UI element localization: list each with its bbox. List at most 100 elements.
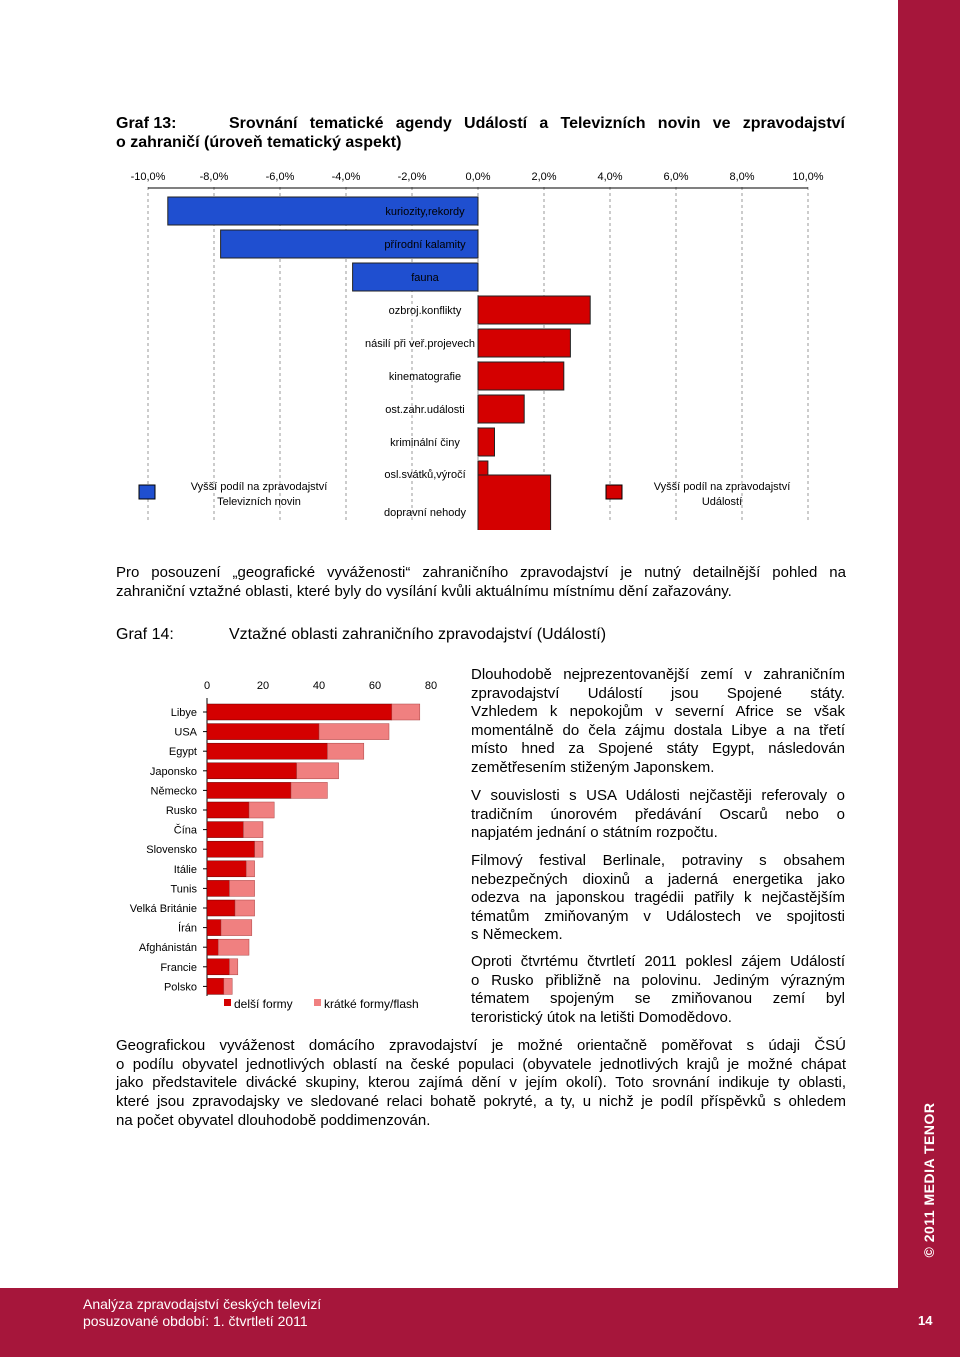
- side-text-line: Vzhledem k nepokojům v severní Africe se…: [471, 703, 845, 721]
- bar-short-forms: [254, 840, 264, 858]
- y-tick-label: Polsko: [164, 981, 197, 993]
- side-text-line: teroristický útok na letišti Domodědovo.: [471, 1008, 732, 1026]
- y-tick-label: Francie: [160, 962, 197, 974]
- bar-longer-forms: [206, 860, 247, 878]
- bottom-paragraph-line: které jsou zpravodajsky ve sledované rel…: [116, 1093, 846, 1111]
- bar-short-forms: [245, 860, 255, 878]
- x-tick-label: -10,0%: [131, 171, 166, 183]
- x-tick-label: -6,0%: [266, 171, 295, 183]
- bar-longer-forms: [206, 782, 292, 799]
- bar-short-forms: [217, 938, 250, 956]
- category-label: osl.svátků,výročí: [384, 469, 465, 481]
- footer-title: Analýza zpravodajství českých televizí: [83, 1296, 322, 1312]
- bar: [220, 229, 479, 259]
- legend-swatch: [314, 999, 321, 1006]
- graph14-title: Vztažné oblasti zahraničního zpravodajst…: [229, 626, 607, 643]
- bar-longer-forms: [206, 899, 236, 917]
- bar: [477, 474, 552, 530]
- y-tick-label: Čína: [174, 824, 198, 837]
- category-label: dopravní nehody: [384, 507, 466, 519]
- side-text-line: nebezpečných dioxinů a jaderná energetik…: [471, 870, 845, 888]
- intro-paragraph-line1: Pro posouzení „geografické vyváženosti“ …: [116, 564, 846, 581]
- bar-longer-forms: [206, 938, 219, 956]
- x-tick-label: 80: [425, 680, 437, 692]
- bar-short-forms: [234, 899, 255, 917]
- bar-longer-forms: [206, 742, 328, 760]
- category-label: kinematografie: [389, 371, 461, 383]
- side-text-line: místo hned za Spojené státy Egypt, násle…: [471, 740, 845, 758]
- y-tick-label: Itálie: [174, 864, 197, 876]
- bar-longer-forms: [206, 880, 230, 897]
- y-tick-label: Rusko: [166, 805, 197, 817]
- y-tick-label: Velká Británie: [130, 903, 197, 915]
- x-tick-label: 40: [313, 680, 325, 692]
- bottom-paragraph-line: Geografickou vyváženost domácího zpravod…: [116, 1037, 846, 1054]
- x-tick-label: 10,0%: [792, 171, 823, 183]
- y-tick-label: Afghánistán: [139, 942, 197, 954]
- x-tick-label: 2,0%: [531, 171, 556, 183]
- bottom-paragraph-line: o podílu obyvatel jednotlivých oblastí n…: [116, 1055, 846, 1073]
- bar: [352, 262, 479, 292]
- bar-longer-forms: [206, 762, 297, 780]
- graph13-title-line2: o zahraničí (úroveň tematický aspekt): [116, 134, 402, 151]
- bar-short-forms: [318, 723, 390, 740]
- bar: [477, 361, 565, 391]
- page-number: 14: [918, 1313, 933, 1328]
- bar-short-forms: [229, 880, 255, 897]
- side-text-line: zemětřesením stiženým Japonskem.: [471, 759, 715, 776]
- bar-short-forms: [243, 821, 264, 838]
- graph13-label: Graf 13:: [116, 115, 177, 132]
- side-text-line: V souvislosti s USA Události nejčastěji …: [471, 787, 845, 804]
- side-text-line: napjatém jednání o státním rozpočtu.: [471, 824, 718, 842]
- bar-longer-forms: [206, 958, 230, 976]
- side-text-line: Dlouhodobě nejprezentovanější zemí v zah…: [471, 666, 845, 683]
- legend-label: Vyšší podíl na zpravodajství: [654, 481, 791, 493]
- y-tick-label: Egypt: [169, 746, 197, 758]
- legend-swatch: [224, 999, 231, 1006]
- y-tick-label: Libye: [171, 707, 197, 719]
- side-text-line: odezva na japonskou tragédii patřily k n…: [471, 889, 845, 907]
- y-tick-label: Německo: [151, 785, 197, 797]
- bar: [477, 295, 591, 325]
- bar-longer-forms: [206, 840, 255, 858]
- y-tick-label: Slovensko: [146, 844, 197, 856]
- brand-sidebar: [898, 0, 960, 1357]
- y-tick-label: Írán: [178, 922, 197, 935]
- y-tick-label: Tunis: [171, 883, 198, 895]
- graph13-title-line1: Srovnání tematické agendy Událostí a Tel…: [229, 115, 845, 132]
- bottom-paragraph-line: na počet obyvatel dlouhodobě poddimenzov…: [116, 1111, 431, 1129]
- x-tick-label: 6,0%: [663, 171, 688, 183]
- side-text-line: s Německem.: [471, 926, 563, 944]
- legend-swatch: [138, 484, 156, 500]
- side-text-line: o Rusko přibližně na polovinu. Jediným v…: [471, 971, 845, 989]
- category-label: ozbroj.konflikty: [389, 305, 462, 317]
- x-tick-label: 8,0%: [729, 171, 754, 183]
- side-text-line: Oproti čtvrtému čtvrtletí 2011 poklesl z…: [471, 953, 845, 970]
- legend-label: Událostí: [702, 496, 742, 508]
- bar-longer-forms: [206, 821, 244, 838]
- bar-short-forms: [296, 762, 339, 780]
- y-tick-label: Japonsko: [150, 766, 197, 778]
- bar-short-forms: [391, 703, 421, 721]
- side-text-line: zpravodajství Událostí jsou Spojené stát…: [471, 684, 845, 702]
- copyright-text: © 2011 MEDIA TENOR: [921, 1102, 937, 1258]
- x-tick-label: 0,0%: [465, 171, 490, 183]
- topic-comparison-chart: -10,0% -8,0% -6,0% -4,0% -2,0% 0,0% 2,0% 4,0% 6,…: [131, 171, 824, 530]
- footer-band: [0, 1288, 960, 1357]
- side-text-line: momentálně do čela zájmu dostala Libye a…: [471, 721, 845, 739]
- x-tick-label: 4,0%: [597, 171, 622, 183]
- category-label: kriminální činy: [390, 437, 460, 449]
- category-label: fauna: [411, 272, 439, 284]
- country-chart: 0 20 40 60 80 Libye USA Egypt Japonsko Německo Rus…: [130, 680, 437, 1011]
- bar-short-forms: [290, 782, 328, 799]
- bar-longer-forms: [206, 978, 225, 995]
- legend-label: delší formy: [234, 997, 293, 1011]
- bar-short-forms: [223, 978, 233, 995]
- side-text-line: tématem spojeným se zmiňovanou zemí byl: [471, 990, 845, 1008]
- x-tick-label: 60: [369, 680, 381, 692]
- bar: [477, 394, 525, 424]
- bar: [167, 196, 479, 226]
- legend-label: Televizních novin: [217, 496, 301, 508]
- bar-longer-forms: [206, 723, 320, 740]
- bar: [477, 328, 571, 358]
